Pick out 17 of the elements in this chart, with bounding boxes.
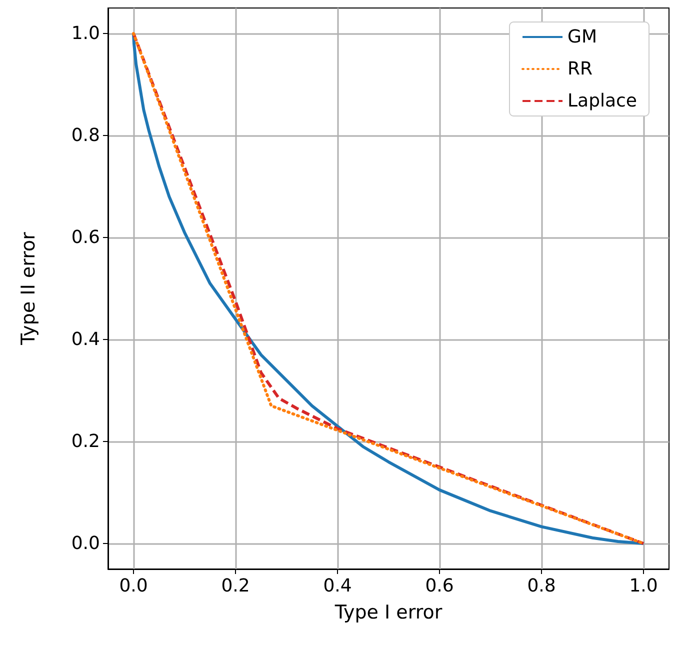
x-tick-label: 0.8	[527, 576, 556, 596]
y-tick-label: 0.0	[71, 533, 100, 554]
y-tick-label: 0.4	[71, 329, 100, 350]
legend-label: GM	[568, 26, 597, 48]
legend-label: Laplace	[568, 90, 638, 112]
x-axis-title: Type I error	[334, 602, 442, 624]
x-tick-label: 0.2	[221, 576, 250, 596]
y-axis-title: Type II error	[18, 232, 40, 346]
y-tick-label: 0.2	[71, 431, 100, 452]
y-tick-label: 0.6	[71, 227, 100, 248]
y-tick-label: 1.0	[71, 23, 100, 44]
x-tick-label: 0.0	[119, 576, 148, 596]
legend-label: RR	[568, 58, 593, 80]
y-tick-label: 0.8	[71, 125, 100, 146]
x-tick-label: 1.0	[629, 576, 658, 596]
x-tick-label: 0.4	[323, 576, 352, 596]
x-tick-label: 0.6	[425, 576, 454, 596]
